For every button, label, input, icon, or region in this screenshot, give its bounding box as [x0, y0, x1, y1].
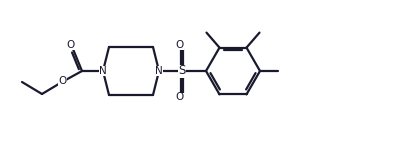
Text: O: O [58, 76, 67, 86]
Text: N: N [155, 66, 163, 76]
Text: N: N [99, 66, 107, 76]
Text: O: O [175, 39, 184, 50]
Text: O: O [175, 92, 184, 103]
Text: S: S [178, 65, 186, 77]
Text: O: O [66, 40, 75, 50]
